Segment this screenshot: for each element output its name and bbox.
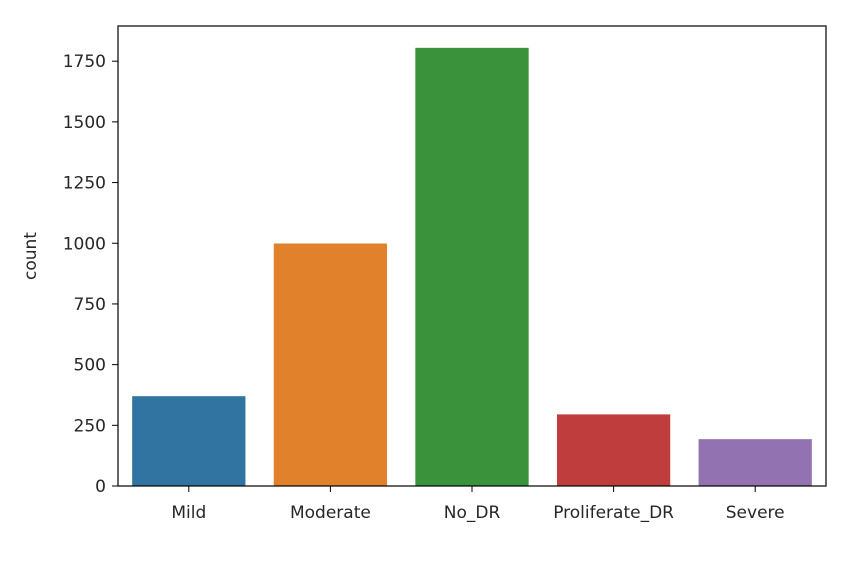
y-tick-label: 1500 [63, 113, 106, 133]
y-axis: 0 250 500 750 1000 1250 1500 1750 [63, 52, 118, 497]
x-axis: Mild Moderate No_DR Proliferate_DR Severe [171, 486, 785, 523]
bar-moderate [273, 243, 388, 486]
bar-mild [132, 396, 246, 486]
y-tick-label: 1750 [63, 52, 106, 72]
bars-group [132, 47, 812, 487]
x-tick-label: Severe [726, 503, 785, 523]
y-tick-label: 1250 [63, 174, 106, 194]
x-tick-label: Mild [171, 503, 206, 523]
y-tick-label: 500 [74, 356, 106, 376]
y-tick-label: 750 [74, 295, 106, 315]
bar-no-dr [415, 47, 529, 487]
bar-proliferate-dr [556, 414, 671, 486]
y-axis-label: count [21, 232, 41, 280]
x-tick-label: Proliferate_DR [553, 503, 674, 523]
plot-frame [117, 25, 827, 487]
y-tick-label: 1000 [63, 234, 106, 254]
x-tick-label: No_DR [444, 503, 501, 523]
y-tick-label: 250 [74, 416, 106, 436]
y-tick-label: 0 [95, 477, 106, 497]
x-tick-label: Moderate [290, 503, 371, 523]
bar-severe [698, 439, 812, 486]
